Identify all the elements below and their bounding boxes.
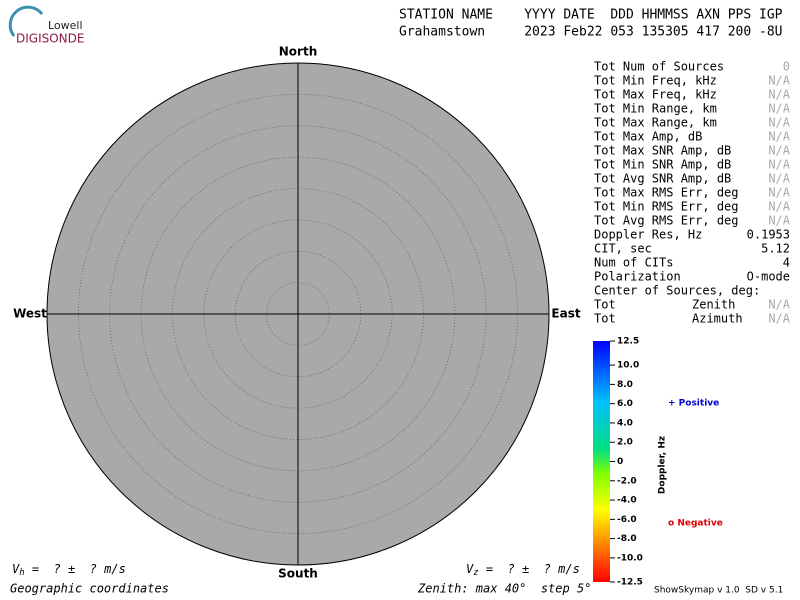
stat-value: N/A [768, 158, 790, 172]
logo-arc [8, 5, 44, 37]
stat-label: Tot Avg SNR Amp, dB [594, 172, 731, 186]
velocity-h: Vh = ? ± ? m/s [12, 562, 126, 578]
colorbar-tick-label: -12.5 [617, 578, 643, 588]
colorbar-tick-label: 8.0 [617, 380, 633, 390]
direction-label: West [13, 307, 47, 321]
colorbar-tick-label: -8.0 [617, 534, 637, 544]
colorbar-tick-label: 12.5 [617, 337, 639, 347]
direction-label: South [278, 567, 318, 581]
stat-value: 0.1953 [747, 228, 790, 242]
header-values: Grahamstown 2023 Feb22 053 135305 417 20… [399, 25, 783, 40]
stat-value: N/A [768, 144, 790, 158]
coords-note: Geographic coordinates [10, 582, 169, 596]
stat-value: N/A [768, 116, 790, 130]
colorbar-tick-label: -6.0 [617, 515, 637, 525]
version: ShowSkymap v 1.0 SD v 5.1 [654, 586, 783, 596]
stat-value: N/A [768, 312, 790, 326]
stat-label: Tot Max Range, km [594, 116, 717, 130]
legend-positive: + Positive [668, 399, 719, 409]
colorbar-tick-label: -2.0 [617, 476, 637, 486]
stat-value: 0 [783, 60, 790, 74]
colorbar-tick-label: 2.0 [617, 438, 633, 448]
colorbar-tick-label: 4.0 [617, 418, 633, 428]
skymap [46, 62, 550, 566]
stat-label: Tot Avg RMS Err, deg [594, 214, 739, 228]
colorbar-tick-label: -4.0 [617, 496, 637, 506]
stat-value: N/A [768, 214, 790, 228]
stat-value: N/A [768, 88, 790, 102]
stat-label: Center of Sources, deg: [594, 284, 760, 298]
logo-text: DIGISONDE [16, 32, 84, 46]
colorbar-ticks: 12.5 10.0 8.0 6.0 4.0 2.0 0 -2.0 -4.0 -6.0 -8.0 -10… [610, 337, 643, 588]
stat-value: N/A [768, 200, 790, 214]
velocity-z: Vz = ? ± ? m/s [466, 562, 580, 578]
stat-value: O-mode [747, 270, 790, 284]
colorbar-label: Doppler, Hz [658, 436, 668, 494]
stat-label: Num of CITs [594, 256, 673, 270]
stat-value: N/A [768, 186, 790, 200]
stat-label: Tot Min SNR Amp, dB [594, 158, 731, 172]
stat-value: N/A [768, 130, 790, 144]
stat-label: Tot Min Range, km [594, 102, 717, 116]
stat-label: Polarization [594, 270, 681, 284]
header-labels: STATION NAME YYYY DATE DDD HHMMSS AXN PP… [399, 8, 783, 23]
stat-value: N/A [768, 298, 790, 312]
stat-value: N/A [768, 172, 790, 186]
stat-label: Tot Max SNR Amp, dB [594, 144, 731, 158]
stat-value: N/A [768, 102, 790, 116]
stat-value: 4 [783, 256, 790, 270]
stat-label: Tot Min RMS Err, deg [594, 200, 739, 214]
stat-sublabel: Azimuth [692, 312, 743, 326]
logo-text: Lowell [48, 19, 83, 32]
colorbar-tick-label: -10.0 [617, 553, 643, 563]
stat-label: Tot Max Amp, dB [594, 130, 702, 144]
zenith-note: Zenith: max 40° step 5° [417, 582, 591, 596]
legend-negative: o Negative [668, 519, 723, 529]
stat-label: Tot Num of Sources [594, 60, 724, 74]
colorbar-tick-label: 6.0 [617, 399, 633, 409]
stat-label: Tot Max RMS Err, deg [594, 186, 739, 200]
stat-sublabel: Zenith [692, 298, 735, 312]
colorbar-tick-label: 0 [617, 457, 623, 467]
stat-label: Tot Min Freq, kHz [594, 74, 717, 88]
stats-panel: Tot Num of Sources 0 Tot Min Freq, kHz N/A T… [594, 60, 791, 326]
stat-label: Tot [594, 312, 616, 326]
stat-value: 5.12 [761, 242, 790, 256]
stat-label: Tot [594, 298, 616, 312]
stat-value: N/A [768, 74, 790, 88]
direction-label: East [551, 307, 580, 321]
stat-label: CIT, sec [594, 242, 652, 256]
stat-label: Doppler Res, Hz [594, 228, 702, 242]
colorbar-tick-label: 10.0 [617, 361, 639, 371]
direction-label: North [279, 45, 317, 59]
stat-label: Tot Max Freq, kHz [594, 88, 717, 102]
colorbar [593, 341, 610, 582]
